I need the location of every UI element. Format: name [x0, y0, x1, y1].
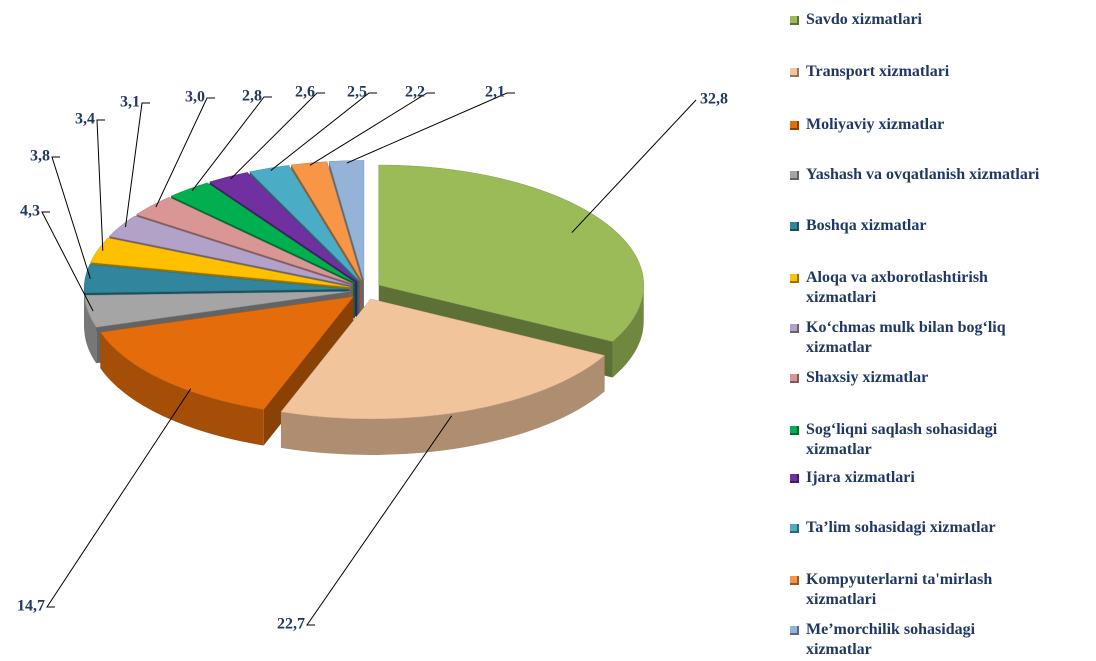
- data-label: 2,5: [347, 84, 367, 101]
- data-label: 22,7: [277, 616, 305, 633]
- leader-line: [571, 99, 697, 233]
- leader-line: [125, 102, 150, 228]
- data-label: 2,8: [242, 88, 262, 105]
- legend-swatch: [790, 626, 799, 635]
- slice: [249, 165, 360, 282]
- slice-wall: [280, 355, 605, 455]
- chart: 32,8 22,7 14,7 4,3 3,8 3,4 3,1 3,0 2,8 2,6 2,5 2,2 2…: [17, 84, 728, 633]
- legend-label: Ijara xizmatlari: [806, 469, 915, 486]
- slice: [378, 164, 644, 342]
- slice: [170, 182, 356, 283]
- data-label: 2,6: [295, 84, 315, 101]
- slice-wall: [84, 295, 97, 364]
- legend-swatch: [790, 222, 799, 231]
- slice-wall: [612, 285, 644, 378]
- legend-label: Ta’lim sohasidagi xizmatlar: [806, 519, 996, 536]
- slice: [108, 215, 352, 286]
- legend-label: Transport xizmatlari: [806, 63, 950, 80]
- leader-line: [41, 211, 94, 312]
- slice-wall: [100, 332, 264, 446]
- leader-line: [155, 97, 215, 208]
- legend-label: Ko‘chmas mulk bilan bog‘liq xizmatlar: [806, 319, 1006, 356]
- legend-swatch: [790, 16, 799, 25]
- slice: [209, 172, 358, 282]
- leader-line: [346, 92, 515, 164]
- slice: [135, 197, 353, 284]
- legend-label: Kompyuterlarni ta'mirlash xizmatlari: [806, 571, 993, 608]
- leader-line: [270, 92, 377, 171]
- legend-label: Moliyaviy xizmatlar: [806, 116, 945, 133]
- slice: [90, 237, 350, 288]
- data-label: 2,1: [485, 84, 505, 101]
- data-label: 14,7: [17, 598, 45, 615]
- legend-swatch: [790, 324, 799, 333]
- leader-line: [191, 96, 272, 192]
- legend-label: Yashash va ovqatlanish xizmatlari: [806, 166, 1040, 183]
- leader-line: [306, 415, 453, 626]
- data-label: 3,0: [185, 89, 205, 106]
- legend-label: Aloqa va axborotlashtirish xizmatlari: [806, 269, 988, 306]
- legend-swatch: [790, 274, 799, 283]
- slice: [84, 291, 350, 328]
- leader-line: [230, 92, 325, 180]
- data-label: 3,1: [120, 94, 140, 111]
- data-label: 3,4: [75, 111, 95, 128]
- slice: [280, 298, 606, 420]
- legend-swatch: [790, 576, 799, 585]
- legend-label: Shaxsiy xizmatlar: [806, 369, 929, 386]
- legend-swatch: [790, 68, 799, 77]
- slice: [99, 296, 355, 410]
- legend-swatch: [790, 171, 799, 180]
- legend-swatch: [790, 474, 799, 483]
- legend-label: Me’morchilik sohasidagi xizmatlar: [806, 621, 976, 658]
- leader-line: [309, 92, 435, 166]
- leader-line: [51, 156, 91, 279]
- legend-label: Savdo xizmatlari: [806, 11, 922, 28]
- slice: [328, 160, 365, 281]
- data-label: 32,8: [700, 91, 728, 108]
- legend-swatch: [790, 426, 799, 435]
- legend-swatch: [790, 524, 799, 533]
- legend-label: Boshqa xizmatlar: [806, 217, 927, 234]
- legend-swatch: [790, 121, 799, 130]
- data-label: 3,8: [30, 148, 50, 165]
- legend-label: Sog‘liqni saqlash sohasidagi xizmatlar: [806, 421, 998, 458]
- leader-line: [46, 388, 192, 608]
- legend-swatch: [790, 374, 799, 383]
- data-label: 2,2: [405, 84, 425, 101]
- slice: [290, 161, 363, 281]
- data-label: 4,3: [20, 203, 40, 220]
- leader-line: [96, 119, 105, 251]
